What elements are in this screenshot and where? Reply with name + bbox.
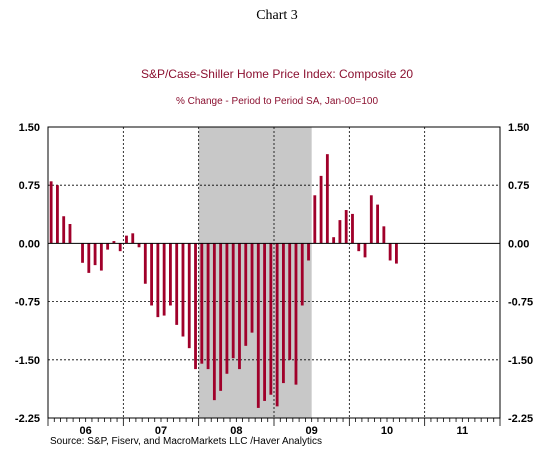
bar [219, 243, 223, 391]
bar [112, 241, 116, 244]
bar [294, 243, 298, 385]
y-tick-label-left: -0.75 [15, 297, 40, 309]
bar [231, 243, 235, 359]
x-axis-labels: 06 07 08 09 10 11 [80, 425, 469, 437]
bar [282, 243, 285, 384]
bar [187, 243, 191, 349]
bar [263, 243, 266, 401]
y-tick-label-right: 0.00 [508, 238, 529, 250]
bar [344, 210, 348, 244]
bar [143, 243, 147, 284]
x-tick-label: 07 [155, 425, 167, 437]
y-tick-label-right: 1.50 [508, 122, 529, 134]
y-axis-right-labels: 1.50 0.75 0.00 -0.75 -1.50 -2.25 [508, 122, 533, 425]
bar-series [49, 154, 398, 408]
source-note: Source: S&P, Fiserv, and MacroMarkets LL… [50, 436, 322, 447]
y-axis-left-labels: 1.50 0.75 0.00 -0.75 -1.50 -2.25 [15, 122, 40, 425]
bar [269, 243, 273, 395]
bar [376, 204, 379, 244]
bar [169, 243, 172, 306]
bar [388, 243, 392, 261]
bar [250, 243, 254, 333]
bar [118, 243, 122, 252]
bar [369, 195, 373, 244]
bar [300, 243, 304, 306]
x-tick-label: 09 [306, 425, 318, 437]
bar [238, 243, 241, 370]
bar [357, 243, 361, 252]
bar [175, 243, 179, 325]
bar [225, 243, 229, 374]
bar [244, 243, 248, 346]
vertical-gridlines [122, 127, 426, 418]
bar [93, 243, 97, 266]
bar [325, 154, 329, 244]
bar [162, 243, 166, 316]
x-tick-label: 10 [381, 425, 393, 437]
bar [181, 243, 185, 337]
bar [256, 243, 260, 408]
y-tick-label-right: -1.50 [508, 355, 533, 367]
recession-shading [198, 127, 312, 418]
bar [150, 243, 153, 306]
bar [332, 237, 336, 244]
bar [156, 243, 160, 318]
bar [106, 243, 110, 250]
bar [275, 243, 279, 407]
bar [87, 243, 91, 273]
bar [200, 243, 204, 364]
bar [49, 181, 53, 244]
bar [307, 243, 310, 261]
y-tick-label-left: 0.00 [19, 238, 40, 250]
bar [99, 243, 103, 271]
y-tick-label-right: -0.75 [508, 297, 533, 309]
bar [288, 243, 292, 360]
bar [81, 243, 84, 263]
horizontal-gridlines [48, 184, 500, 361]
y-tick-label-right: 0.75 [508, 180, 529, 192]
bar [319, 175, 323, 244]
y-tick-label-left: -2.25 [15, 413, 40, 425]
bar [313, 195, 317, 244]
bar [68, 224, 72, 244]
bar [338, 220, 342, 244]
bar [212, 243, 216, 401]
x-axis-ticks [47, 418, 501, 426]
x-tick-label: 06 [80, 425, 92, 437]
y-tick-label-left: 1.50 [19, 122, 40, 134]
chart-title: S&P/Case-Shiller Home Price Index: Compo… [141, 67, 413, 81]
bar [395, 243, 398, 264]
chart-label: Chart 3 [256, 8, 298, 23]
y-tick-label-left: -1.50 [15, 355, 40, 367]
y-tick-label-left: 0.75 [19, 180, 40, 192]
bar [137, 243, 141, 248]
bar [131, 233, 135, 244]
bar [194, 243, 197, 370]
x-tick-label: 11 [457, 425, 469, 437]
bar [56, 185, 59, 244]
bar [125, 235, 128, 244]
x-tick-label: 08 [230, 425, 242, 437]
bar [206, 243, 210, 370]
plot-area: 1.50 0.75 0.00 -0.75 -1.50 -2.25 1.50 0.75 0.00… [15, 122, 533, 437]
chart-subtitle: % Change - Period to Period SA, Jan-00=1… [176, 96, 379, 107]
y-tick-label-right: -2.25 [508, 413, 533, 425]
bar [62, 216, 66, 244]
bar [363, 243, 367, 258]
bar [351, 213, 354, 244]
bar [382, 226, 386, 244]
